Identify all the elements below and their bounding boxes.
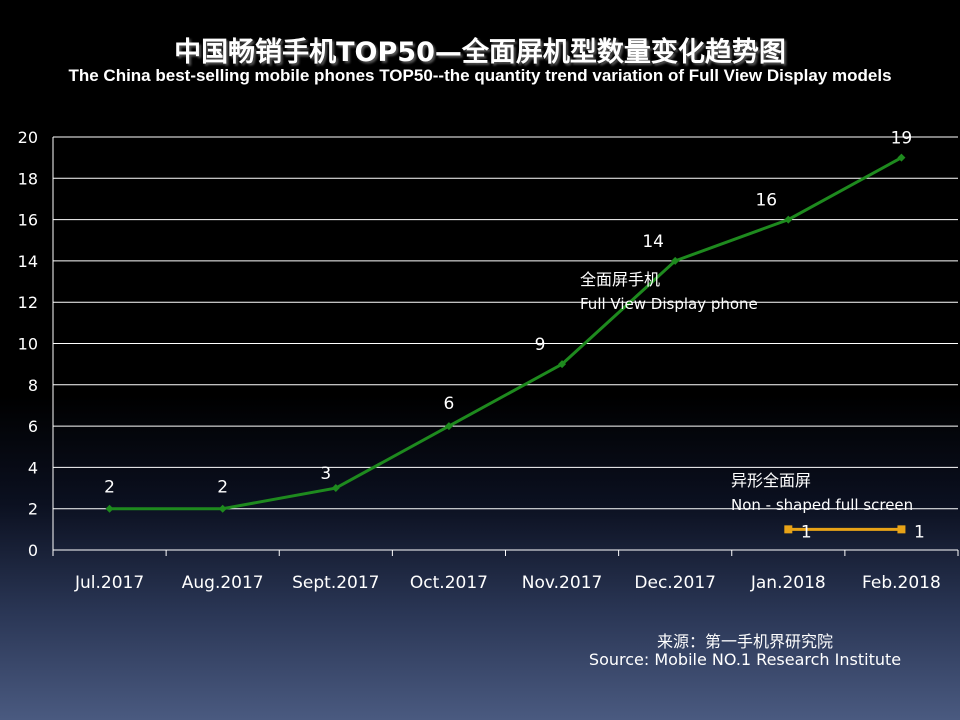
y-tick-label: 12 xyxy=(18,293,38,312)
x-tick-label: Sept.2017 xyxy=(292,573,379,593)
data-point xyxy=(671,256,680,265)
y-tick-label: 2 xyxy=(28,500,38,519)
series-label-full-view-cn: 全面屏手机 xyxy=(580,270,660,289)
x-tick-label: Feb.2018 xyxy=(862,573,941,593)
data-point xyxy=(105,504,114,513)
chart-title-en: The China best-selling mobile phones TOP… xyxy=(68,66,892,85)
y-tick-label: 16 xyxy=(18,211,38,230)
data-point xyxy=(784,525,793,534)
data-label: 6 xyxy=(444,394,455,414)
series-label-non-shaped-cn: 异形全面屏 xyxy=(731,471,811,490)
y-tick-label: 0 xyxy=(28,541,38,560)
data-label: 16 xyxy=(755,191,777,211)
data-point xyxy=(331,484,340,493)
x-tick-label: Jul.2017 xyxy=(74,573,144,593)
y-tick-label: 20 xyxy=(18,128,38,147)
y-tick-label: 18 xyxy=(18,169,38,188)
series-label-full-view-en: Full View Display phone xyxy=(580,295,758,313)
data-point xyxy=(218,504,227,513)
data-point xyxy=(444,422,453,431)
data-label: 1 xyxy=(801,522,812,542)
series-label-non-shaped-en: Non - shaped full screen xyxy=(731,496,913,514)
y-tick-label: 14 xyxy=(18,252,38,271)
data-label: 3 xyxy=(320,464,331,484)
y-tick-label: 8 xyxy=(28,376,38,395)
chart-title-cn: 中国畅销手机TOP50—全面屏机型数量变化趋势图 xyxy=(174,37,786,68)
y-tick-label: 4 xyxy=(28,458,38,477)
data-point xyxy=(784,215,793,224)
source-cn: 来源：第一手机界研究院 xyxy=(656,632,833,651)
source-en: Source: Mobile NO.1 Research Institute xyxy=(588,650,902,669)
data-point xyxy=(558,360,567,369)
data-label: 1 xyxy=(914,522,925,542)
x-tick-label: Dec.2017 xyxy=(634,573,716,593)
x-tick-label: Jan.2018 xyxy=(750,573,826,593)
x-tick-label: Nov.2017 xyxy=(522,573,603,593)
x-tick-label: Aug.2017 xyxy=(182,573,264,593)
data-label: 9 xyxy=(535,335,546,355)
y-tick-label: 6 xyxy=(28,417,38,436)
series-line-0 xyxy=(109,156,903,511)
x-tick-label: Oct.2017 xyxy=(410,573,488,593)
data-label: 14 xyxy=(642,232,664,252)
data-label: 19 xyxy=(891,129,913,149)
data-point xyxy=(897,525,906,534)
data-label: 2 xyxy=(217,478,228,498)
y-tick-label: 10 xyxy=(18,335,38,354)
data-point xyxy=(897,153,906,162)
data-label: 2 xyxy=(104,478,115,498)
